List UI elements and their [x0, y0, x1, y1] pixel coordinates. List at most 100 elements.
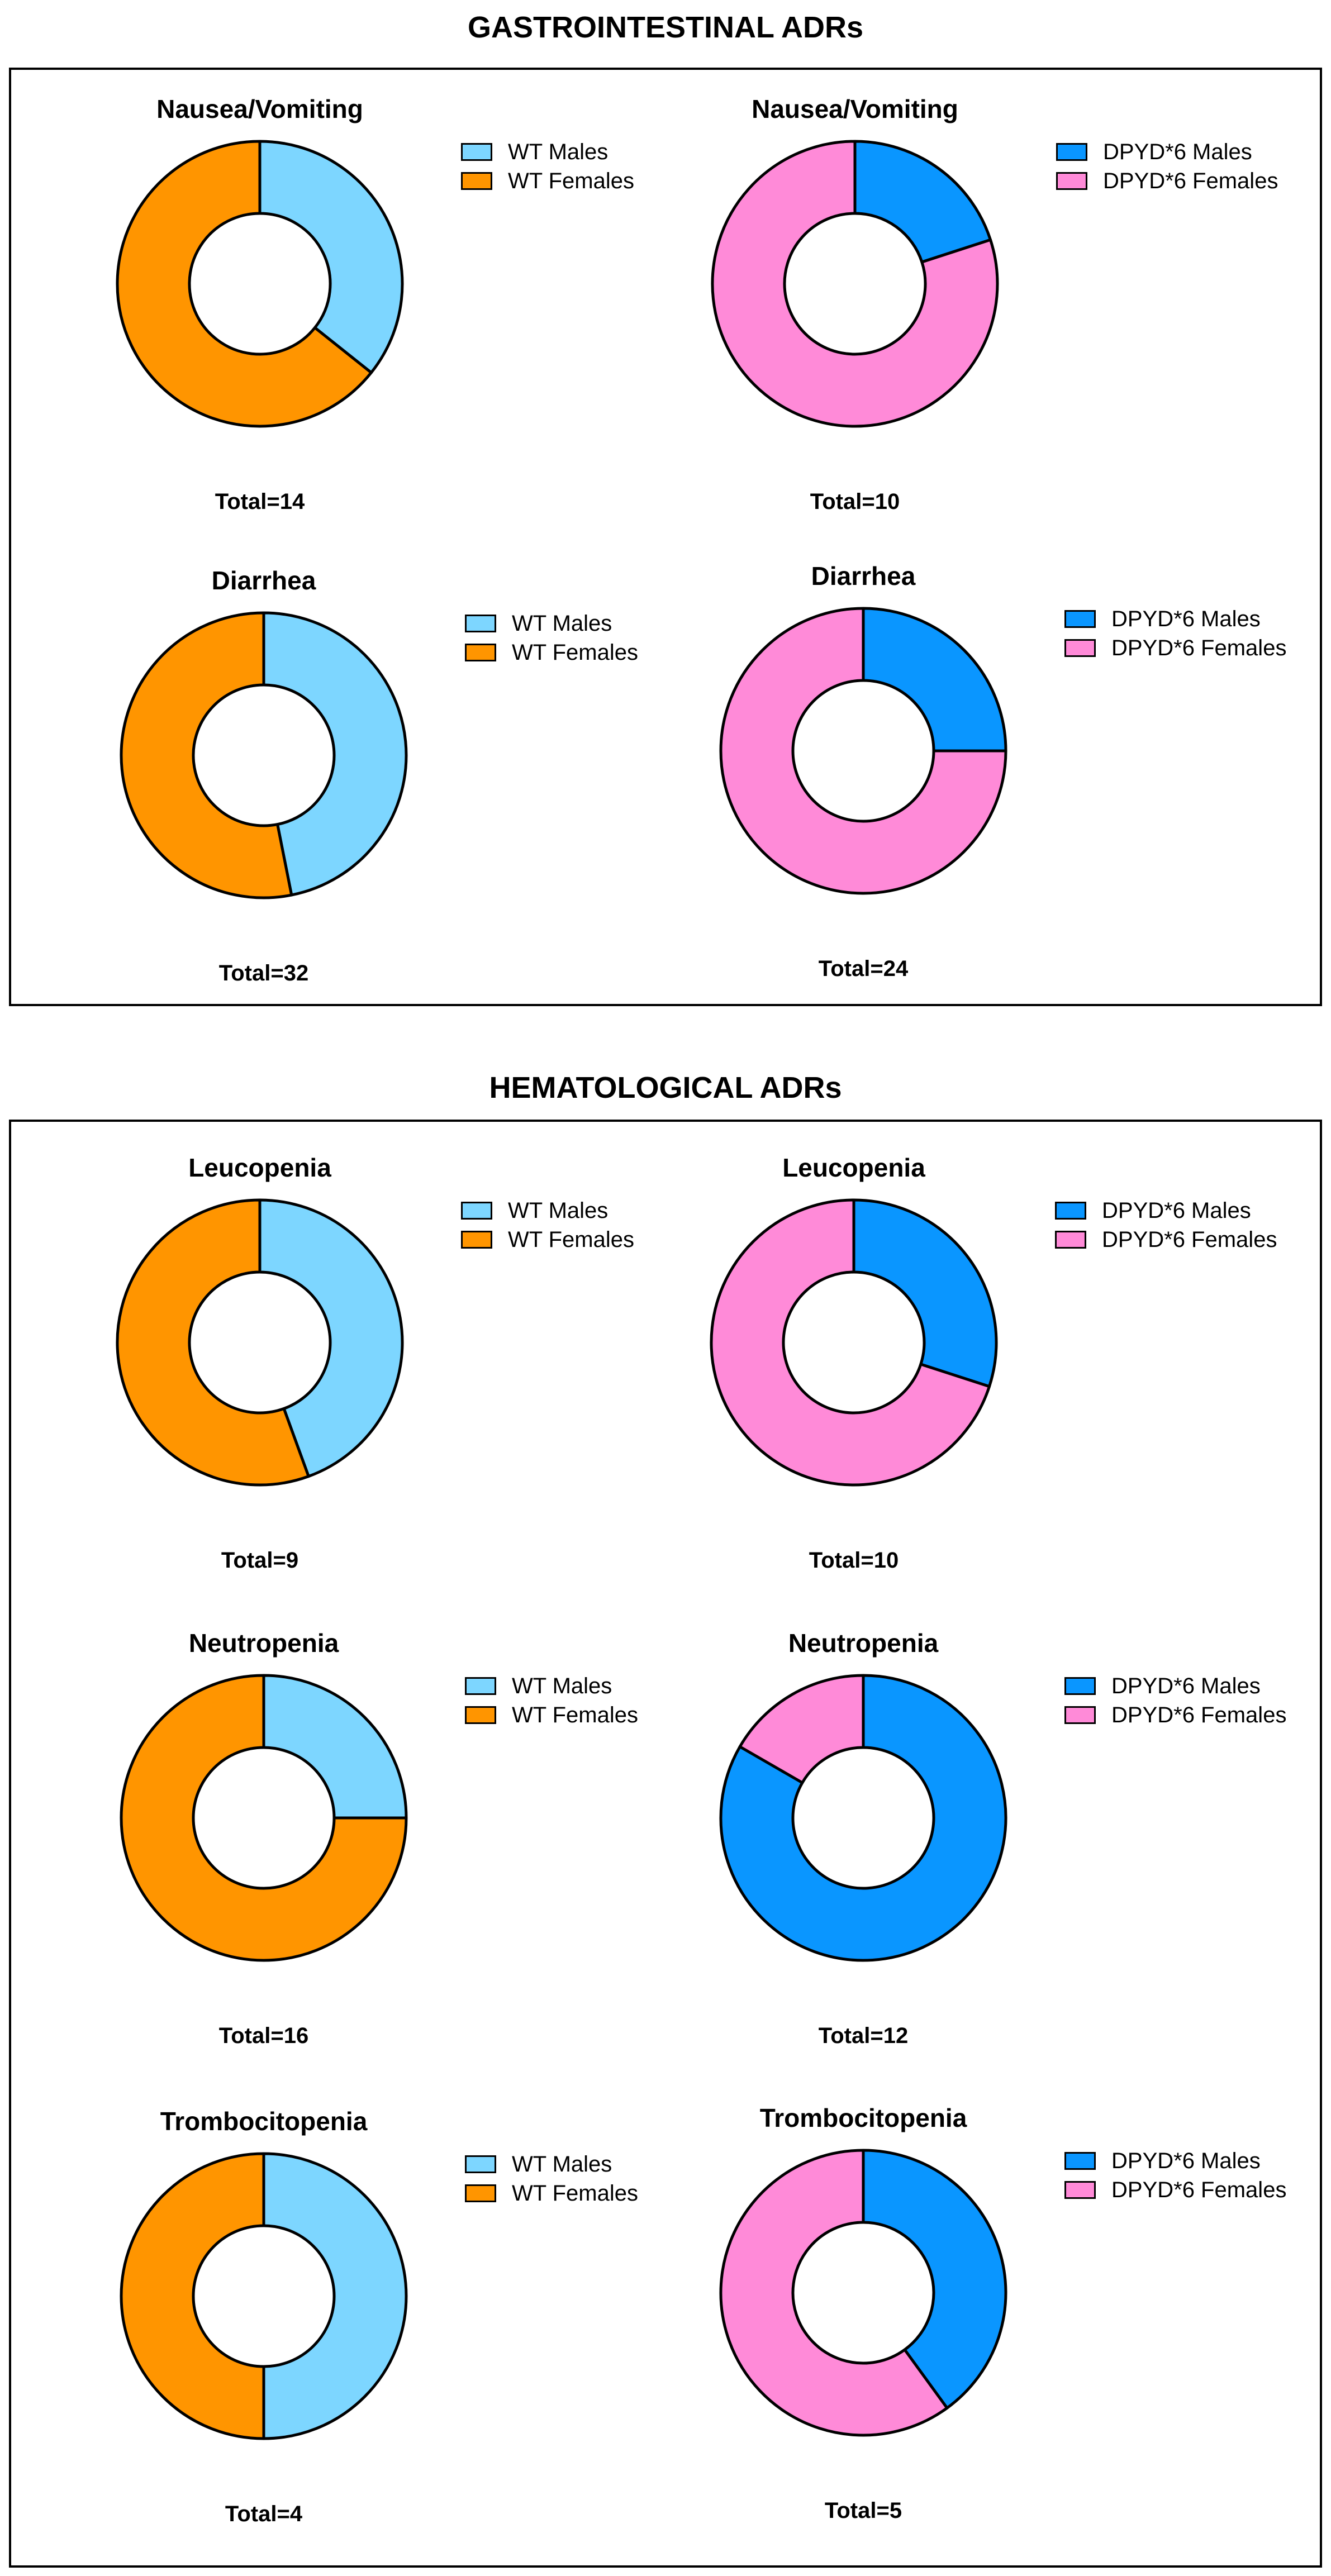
chart-title: Nausea/Vomiting	[156, 94, 363, 123]
legend-item: WT Females	[465, 638, 638, 667]
chart-legend: DPYD*6 Males DPYD*6 Females	[1056, 137, 1278, 196]
legend-swatch	[465, 615, 496, 632]
chart-legend: WT Males WT Females	[465, 2150, 638, 2208]
section-title-gastrointestinal: GASTROINTESTINAL ADRs	[467, 11, 864, 44]
legend-item: WT Females	[465, 2179, 638, 2208]
donut-slice-dpyd-6-males	[862, 607, 1007, 753]
legend-item: DPYD*6 Males	[1064, 2146, 1286, 2175]
donut-chart: Nausea/Vomiting DPYD*6 Males DPYD*6 Female…	[710, 94, 1319, 563]
donut-slice-wt-males	[258, 1198, 404, 1478]
donut-svg	[120, 2152, 408, 2440]
donut-svg	[719, 607, 1007, 895]
donut-svg	[120, 611, 408, 899]
hematological-panel	[9, 1120, 1322, 2568]
donut-chart: Trombocitopenia DPYD*6 Males DPYD*6 Female…	[718, 2103, 1327, 2572]
legend-swatch	[1064, 2181, 1096, 2199]
donut-svg	[116, 140, 404, 428]
legend-swatch	[465, 2184, 496, 2202]
legend-swatch	[1056, 172, 1087, 190]
donut-slice-wt-females	[116, 1198, 310, 1487]
donut-slice-wt-females	[120, 611, 293, 899]
legend-item: WT Males	[465, 609, 638, 638]
donut-chart: Leucopenia WT Males WT Females Total=9	[115, 1153, 724, 1622]
legend-swatch	[1055, 1202, 1086, 1220]
legend-label: WT Males	[512, 2151, 612, 2177]
legend-item: DPYD*6 Females	[1064, 1701, 1286, 1730]
legend-item: DPYD*6 Females	[1056, 166, 1278, 196]
legend-item: WT Males	[465, 2150, 638, 2179]
legend-label: DPYD*6 Males	[1111, 1673, 1261, 1698]
legend-label: WT Females	[512, 1702, 638, 1727]
chart-total-label: Total=9	[221, 1548, 299, 1573]
donut-slice-wt-females	[120, 1674, 408, 1962]
donut-slice-dpyd-6-females	[738, 1674, 865, 1784]
chart-legend: WT Males WT Females	[461, 137, 634, 196]
chart-total-label: Total=10	[809, 1548, 899, 1573]
legend-swatch	[465, 644, 496, 661]
donut-chart: Nausea/Vomiting WT Males WT Females Total=1…	[115, 94, 724, 563]
legend-swatch	[461, 1202, 492, 1220]
legend-swatch	[1064, 1706, 1096, 1724]
donut-slice-wt-males	[262, 2152, 408, 2440]
donut-slice-dpyd-6-females	[719, 607, 1007, 895]
legend-label: WT Males	[512, 611, 612, 636]
legend-label: DPYD*6 Males	[1111, 2148, 1261, 2173]
chart-legend: DPYD*6 Males DPYD*6 Females	[1064, 604, 1286, 663]
legend-swatch	[465, 2155, 496, 2173]
legend-swatch	[1056, 143, 1087, 161]
legend-swatch	[1064, 1677, 1096, 1695]
legend-item: WT Females	[465, 1701, 638, 1730]
chart-total-label: Total=16	[218, 2023, 309, 2048]
legend-item: DPYD*6 Females	[1064, 634, 1286, 663]
chart-title: Nausea/Vomiting	[752, 94, 958, 123]
donut-slice-dpyd-6-males	[853, 140, 992, 264]
chart-title: Neutropenia	[188, 1629, 339, 1658]
section-title-hematological: HEMATOLOGICAL ADRs	[489, 1071, 842, 1104]
legend-label: DPYD*6 Females	[1102, 1227, 1277, 1252]
legend-swatch	[465, 1677, 496, 1695]
legend-label: WT Males	[508, 139, 609, 164]
donut-svg	[710, 1198, 998, 1487]
legend-label: DPYD*6 Males	[1111, 606, 1261, 631]
legend-swatch	[461, 143, 492, 161]
chart-title: Trombocitopenia	[759, 2103, 967, 2132]
legend-label: DPYD*6 Females	[1103, 168, 1278, 193]
legend-label: DPYD*6 Females	[1111, 635, 1287, 660]
legend-swatch	[465, 1706, 496, 1724]
legend-swatch	[1055, 1231, 1086, 1249]
legend-label: DPYD*6 Females	[1111, 2177, 1287, 2202]
legend-item: DPYD*6 Males	[1064, 1672, 1286, 1701]
legend-label: WT Males	[512, 1673, 612, 1698]
legend-swatch	[1064, 639, 1096, 657]
donut-slice-wt-females	[116, 140, 373, 428]
legend-label: DPYD*6 Males	[1103, 139, 1252, 164]
chart-title: Diarrhea	[211, 566, 316, 595]
donut-chart: Diarrhea DPYD*6 Males DPYD*6 Females Total=…	[718, 561, 1327, 1030]
donut-slice-dpyd-6-males	[719, 1674, 1007, 1962]
chart-total-label: Total=12	[818, 2023, 909, 2048]
chart-title: Diarrhea	[811, 561, 916, 591]
legend-swatch	[461, 1231, 492, 1249]
legend-label: DPYD*6 Males	[1102, 1198, 1251, 1223]
chart-title: Leucopenia	[188, 1153, 331, 1182]
chart-legend: DPYD*6 Males DPYD*6 Females	[1055, 1196, 1277, 1254]
legend-label: DPYD*6 Females	[1111, 1702, 1287, 1727]
chart-legend: WT Males WT Females	[461, 1196, 634, 1254]
donut-chart: Neutropenia DPYD*6 Males DPYD*6 Females Tot…	[718, 1628, 1327, 2097]
legend-swatch	[461, 172, 492, 190]
legend-item: DPYD*6 Males	[1056, 137, 1278, 166]
chart-title: Neutropenia	[788, 1629, 939, 1658]
legend-item: DPYD*6 Females	[1055, 1225, 1277, 1254]
chart-total-label: Total=24	[818, 956, 909, 981]
legend-item: WT Males	[465, 1672, 638, 1701]
donut-slice-dpyd-6-females	[719, 2149, 949, 2437]
legend-label: WT Females	[512, 640, 638, 665]
donut-slice-dpyd-6-females	[710, 1198, 991, 1487]
chart-title: Trombocitopenia	[160, 2107, 368, 2136]
donut-slice-wt-males	[262, 1674, 408, 1820]
chart-total-label: Total=32	[218, 961, 309, 985]
donut-svg	[120, 1674, 408, 1962]
donut-chart: Leucopenia DPYD*6 Males DPYD*6 Females Tota…	[709, 1153, 1318, 1622]
donut-svg	[719, 2149, 1007, 2437]
legend-item: WT Females	[461, 1225, 634, 1254]
